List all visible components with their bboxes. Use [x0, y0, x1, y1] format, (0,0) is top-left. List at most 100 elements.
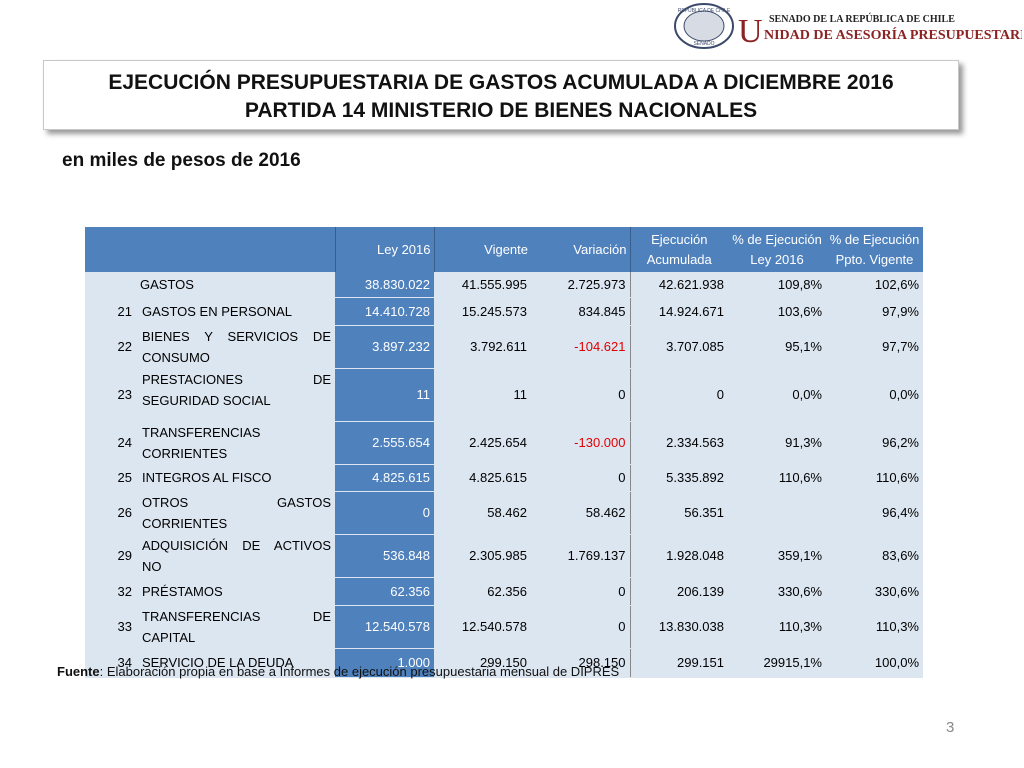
value-cell: 96,4% [826, 491, 923, 535]
table-row: 34 SERVICIO DE LA DEUDA 1.000 299.150 298.15… [85, 648, 923, 678]
value-cell: 0,0% [826, 368, 923, 422]
row-name: SERVICIO DE LA DEUDA [138, 648, 335, 678]
header-line: Acumulada [646, 251, 712, 267]
value-cell: 834.845 [531, 297, 631, 326]
value-cell: 5.335.892 [630, 464, 728, 492]
row-code: 32 [85, 577, 138, 606]
value-cell: 0 [630, 368, 728, 422]
value-cell: 2.555.654 [335, 421, 434, 465]
column-header: Ejecución Acumulada [630, 227, 728, 272]
value-cell: 42.621.938 [630, 272, 728, 298]
column-header: Vigente [434, 227, 531, 272]
value-cell: 110,6% [728, 464, 826, 492]
value-cell: -104.621 [531, 325, 631, 369]
value-cell: 1.928.048 [630, 534, 728, 578]
value-cell: 95,1% [728, 325, 826, 369]
subtitle: en miles de pesos de 2016 [62, 150, 301, 171]
value-cell: 11 [335, 368, 434, 422]
row-code: 22 [85, 325, 138, 369]
table-row: 21 GASTOS EN PERSONAL 14.410.728 15.245.573… [85, 297, 923, 326]
value-cell: 299.150 [434, 648, 531, 678]
value-cell: 1.000 [335, 648, 434, 678]
title-box: EJECUCIÓN PRESUPUESTARIA DE GASTOS ACUMU… [43, 60, 959, 130]
value-cell: 0 [531, 464, 631, 492]
row-name: GASTOS [138, 272, 335, 298]
value-cell: 330,6% [728, 577, 826, 606]
row-name: PRESTACIONES DE SEGURIDAD SOCIAL [138, 368, 335, 422]
header-row: Ley 2016 Vigente Variación Ejecución Acumula… [85, 227, 923, 272]
value-cell: 29915,1% [728, 648, 826, 678]
value-cell: 58.462 [434, 491, 531, 535]
source-label: Fuente [57, 664, 100, 679]
row-code: 29 [85, 534, 138, 578]
value-cell: 38.830.022 [335, 272, 434, 298]
header-line: Ley 2016 [377, 241, 431, 257]
value-cell: 62.356 [434, 577, 531, 606]
source-text: : Elaboración propia en base a Informes … [99, 664, 620, 679]
table-row: 29 ADQUISICIÓN DE ACTIVOS NO 536.848 2.305.… [85, 534, 923, 578]
table-row: 25 INTEGROS AL FISCO 4.825.615 4.825.615 0 5.… [85, 464, 923, 492]
seal-inner [683, 10, 725, 42]
value-cell: 14.410.728 [335, 297, 434, 326]
value-cell: 96,2% [826, 421, 923, 465]
row-name: GASTOS EN PERSONAL [138, 297, 335, 326]
initial: U [738, 13, 763, 50]
value-cell: 83,6% [826, 534, 923, 578]
table-row: 32 PRÉSTAMOS 62.356 62.356 0 206.139 330,6% 330… [85, 577, 923, 606]
value-cell: 56.351 [630, 491, 728, 535]
value-cell: 110,6% [826, 464, 923, 492]
value-cell [728, 491, 826, 535]
header-line: Ley 2016 [750, 251, 804, 267]
value-cell: 2.334.563 [630, 421, 728, 465]
value-cell: 330,6% [826, 577, 923, 606]
value-cell: 58.462 [531, 491, 631, 535]
row-name: TRANSFERENCIAS DE CAPITAL [138, 605, 335, 649]
row-name: PRÉSTAMOS [138, 577, 335, 606]
value-cell: 103,6% [728, 297, 826, 326]
logo: REPÚBLICA DE CHILE SENADO U SENADO DE LA… [674, 3, 1022, 50]
page-number: 3 [946, 719, 955, 736]
title-line: PARTIDA 14 MINISTERIO DE BIENES NACIONAL… [244, 99, 758, 122]
value-cell: -130.000 [531, 421, 631, 465]
row-code: 34 [85, 648, 138, 678]
value-cell: 102,6% [826, 272, 923, 298]
row-name: TRANSFERENCIAS CORRIENTES [138, 421, 335, 465]
value-cell: 0,0% [728, 368, 826, 422]
value-cell: 299.151 [630, 648, 728, 678]
budget-table: Ley 2016 Vigente Variación Ejecución Acumula… [85, 227, 923, 678]
value-cell: 0 [531, 368, 631, 422]
row-code: 25 [85, 464, 138, 492]
row-name: ADQUISICIÓN DE ACTIVOS NO [138, 534, 335, 578]
value-cell: 41.555.995 [434, 272, 531, 298]
value-cell: 4.825.615 [335, 464, 434, 492]
header-line: Ejecución [651, 231, 708, 247]
value-cell: 0 [531, 605, 631, 649]
header-line: % de Ejecución [829, 231, 920, 247]
value-cell: 15.245.573 [434, 297, 531, 326]
table-row: 26 OTROS GASTOS CORRIENTES 0 58.462 58.462 56… [85, 491, 923, 535]
value-cell: 11 [434, 368, 531, 422]
column-header: Ley 2016 [335, 227, 435, 272]
header-line: % de Ejecución [732, 231, 822, 247]
value-cell: 3.897.232 [335, 325, 434, 369]
value-cell: 110,3% [728, 605, 826, 649]
value-cell: 536.848 [335, 534, 434, 578]
seal-sub: SENADO [693, 41, 714, 47]
row-code: 33 [85, 605, 138, 649]
column-header: Variación [531, 227, 631, 272]
column-header: % de Ejecución Ppto. Vigente [826, 227, 923, 272]
org-line2: NIDAD DE ASESORÍA PRESUPUESTARIA [764, 26, 1022, 43]
header-line: Variación [573, 241, 627, 257]
row-name: BIENES Y SERVICIOS DE CONSUMO [138, 325, 335, 369]
table-row: 24 TRANSFERENCIAS CORRIENTES 2.555.654 2.42… [85, 421, 923, 465]
value-cell: 0 [531, 577, 631, 606]
value-cell: 1.769.137 [531, 534, 631, 578]
value-cell: 2.425.654 [434, 421, 531, 465]
value-cell: 2.305.985 [434, 534, 531, 578]
org-line1: SENADO DE LA REPÚBLICA DE CHILE [769, 13, 955, 25]
value-cell: 13.830.038 [630, 605, 728, 649]
value-cell: 62.356 [335, 577, 434, 606]
source: Fuente: Elaboración propia en base a Inf… [57, 664, 619, 679]
table-row: 33 TRANSFERENCIAS DE CAPITAL 12.540.578 12.… [85, 605, 923, 649]
column-header: % de Ejecución Ley 2016 [728, 227, 826, 272]
